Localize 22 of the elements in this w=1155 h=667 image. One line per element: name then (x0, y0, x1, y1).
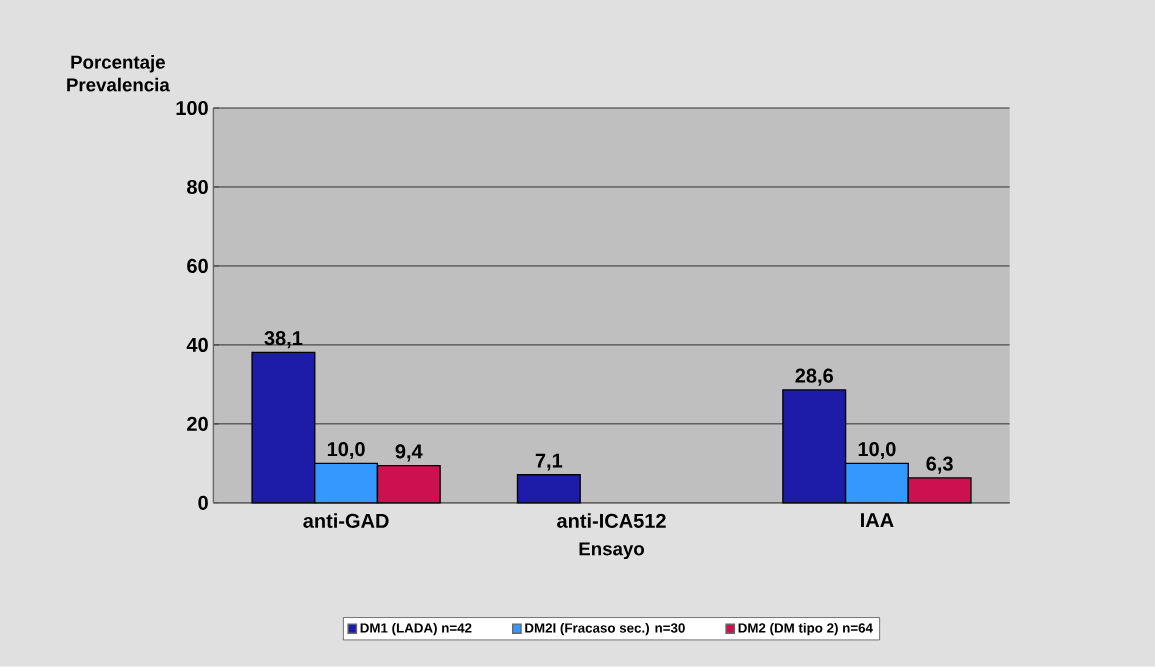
legend-label: DM2 (DM tipo 2) n=64 (738, 622, 873, 636)
x-axis-title: Ensayo (579, 542, 644, 560)
y-tick-label: 0 (198, 495, 208, 510)
y-tick-label: 80 (187, 179, 208, 195)
data-label: 38,1 (264, 331, 303, 349)
data-label: 10,0 (327, 442, 365, 460)
y-tick-label: 100 (176, 101, 208, 116)
y-tick-label: 40 (186, 337, 208, 353)
data-label: 7,1 (535, 453, 563, 471)
x-tick-label: IAA (861, 513, 894, 528)
y-tick-label: 60 (187, 258, 208, 274)
bar (516, 474, 581, 504)
x-tick-label: anti-GAD (303, 513, 389, 528)
x-tick-label: anti-ICA512 (557, 513, 666, 528)
y-axis-title: Porcentaje Prevalencia (67, 55, 170, 92)
data-label: 28,6 (795, 368, 833, 386)
legend-label: DM2I (Fracaso sec.) n=30 (525, 622, 685, 636)
legend-label: DM1 (LADA) n=42 (360, 622, 472, 636)
data-label: 9,4 (395, 444, 423, 462)
data-label: 6,3 (926, 456, 953, 474)
data-label: 10,0 (858, 442, 896, 460)
y-tick-label: 20 (187, 416, 208, 431)
